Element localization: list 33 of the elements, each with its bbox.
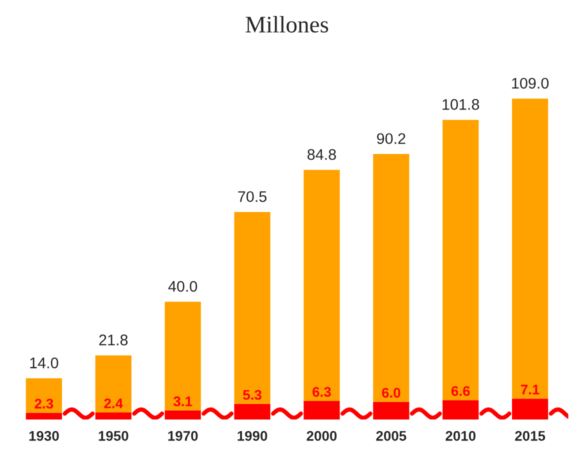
bar: [373, 154, 410, 402]
data-label: 3.1: [173, 396, 192, 406]
bar: [442, 120, 479, 400]
bar: [95, 355, 132, 412]
data-label: 2.4: [104, 398, 123, 408]
data-label: 2.3: [34, 398, 54, 409]
total-label: 14.0: [30, 358, 58, 368]
data-label: 6.6: [451, 386, 470, 396]
x-tick-label: 2015: [515, 431, 546, 441]
data-label: 5.3: [243, 390, 262, 400]
bar: [164, 302, 201, 410]
x-tick-label: 1950: [98, 431, 128, 441]
x-tick-label: 2010: [446, 431, 476, 441]
total-label: 70.5: [238, 191, 267, 202]
bar: [26, 378, 62, 413]
bar: [234, 212, 270, 404]
data-label: 6.3: [312, 387, 331, 397]
x-tick-label: 2005: [376, 431, 406, 441]
x-tick-label: 1970: [168, 431, 198, 441]
total-label: 90.2: [377, 133, 406, 144]
data-label: 6.0: [382, 388, 400, 398]
total-label: 21.8: [99, 334, 128, 346]
total-label: 109.0: [512, 78, 549, 89]
data-label: 7.1: [521, 384, 540, 394]
x-tick-label: 1930: [29, 431, 59, 441]
total-label: 40.0: [168, 280, 198, 292]
x-tick-label: 2000: [306, 431, 337, 441]
bar: [512, 98, 548, 399]
total-label: 101.8: [442, 99, 480, 110]
total-label: 84.8: [308, 149, 336, 160]
bar: [304, 170, 340, 401]
chart-title: Millones: [246, 16, 328, 33]
x-tick-label: 1990: [238, 431, 268, 441]
